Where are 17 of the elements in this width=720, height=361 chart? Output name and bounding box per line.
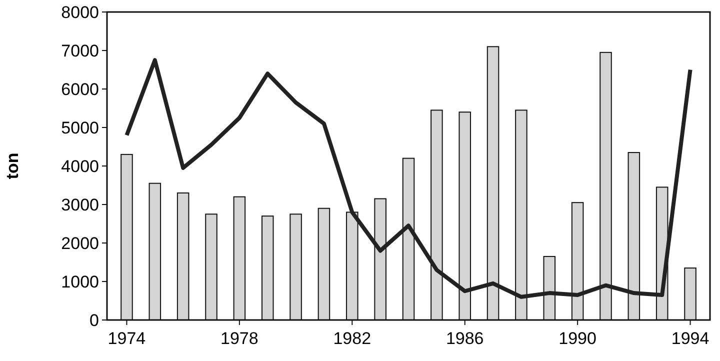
x-tick-label: 1990	[558, 329, 596, 348]
y-tick-label: 3000	[61, 195, 99, 214]
y-axis-title: ton	[3, 152, 22, 180]
x-tick-label: 1974	[108, 329, 146, 348]
x-tick-label: 1978	[220, 329, 258, 348]
y-tick-label: 7000	[61, 41, 99, 60]
y-tick-label: 4000	[61, 156, 99, 176]
y-tick-label: 6000	[61, 80, 99, 99]
x-tick-label: 1982	[333, 329, 372, 348]
x-tick-label: 1986	[446, 329, 484, 348]
y-tick-label: 2000	[61, 234, 99, 253]
y-tick-label: 1000	[61, 272, 99, 292]
y-tick-label: 0	[90, 310, 99, 330]
y-tick-label: 8000	[61, 2, 99, 22]
x-tick-label: 1994	[671, 329, 710, 348]
y-tick-label: 5000	[61, 118, 99, 138]
line-series	[124, 58, 692, 299]
